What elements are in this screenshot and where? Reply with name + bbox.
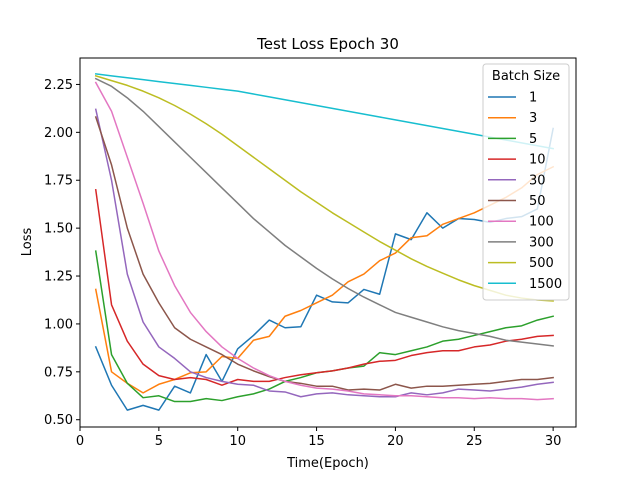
x-axis-ticks: 0 5 10 15 20 25 30 <box>76 427 562 449</box>
x-tick-label: 10 <box>229 434 246 449</box>
y-axis-label: Loss <box>20 228 35 257</box>
legend: Batch Size 1 3 5 10 30 50 100 300 500 1500 <box>482 63 570 301</box>
legend-label-5: 5 <box>529 132 537 147</box>
x-tick-label: 30 <box>545 434 562 449</box>
y-tick-label: 0.50 <box>44 413 73 428</box>
legend-label-100: 100 <box>529 215 554 230</box>
legend-label-1500: 1500 <box>529 277 562 292</box>
y-tick-label: 2.00 <box>44 126 73 141</box>
legend-box <box>482 63 570 301</box>
y-tick-label: 1.00 <box>44 317 73 332</box>
x-tick-label: 15 <box>308 434 325 449</box>
legend-label-30: 30 <box>529 173 546 188</box>
y-tick-label: 1.50 <box>44 222 73 237</box>
legend-label-3: 3 <box>529 111 537 126</box>
legend-label-1: 1 <box>529 91 537 106</box>
y-tick-label: 2.25 <box>44 78 73 93</box>
legend-label-500: 500 <box>529 256 554 271</box>
series-line-500 <box>94 74 554 302</box>
x-tick-label: 0 <box>76 434 84 449</box>
series-line-50 <box>94 116 554 391</box>
series-line-30 <box>94 108 554 398</box>
y-tick-label: 1.25 <box>44 270 73 285</box>
legend-title: Batch Size <box>492 69 560 84</box>
plot-lines <box>94 73 555 411</box>
x-tick-label: 25 <box>466 434 483 449</box>
y-tick-label: 1.75 <box>44 174 73 189</box>
legend-label-300: 300 <box>529 235 554 250</box>
y-tick-label: 0.75 <box>44 365 73 380</box>
y-axis-ticks: 0.50 0.75 1.00 1.25 1.50 1.75 2.00 2.25 <box>44 78 80 428</box>
chart-title: Test Loss Epoch 30 <box>256 35 399 53</box>
series-line-3 <box>94 165 555 394</box>
axes-frame <box>79 57 577 428</box>
x-tick-label: 5 <box>155 434 163 449</box>
series-line-100 <box>94 81 554 401</box>
legend-label-50: 50 <box>529 194 546 209</box>
legend-entries: 1 3 5 10 30 50 100 300 500 1500 <box>488 91 562 292</box>
series-line-300 <box>94 77 554 347</box>
series-line-10 <box>94 188 554 386</box>
x-axis-label: Time(Epoch) <box>286 456 369 471</box>
legend-label-10: 10 <box>529 153 546 168</box>
x-tick-label: 20 <box>387 434 404 449</box>
series-line-1500 <box>94 73 555 150</box>
